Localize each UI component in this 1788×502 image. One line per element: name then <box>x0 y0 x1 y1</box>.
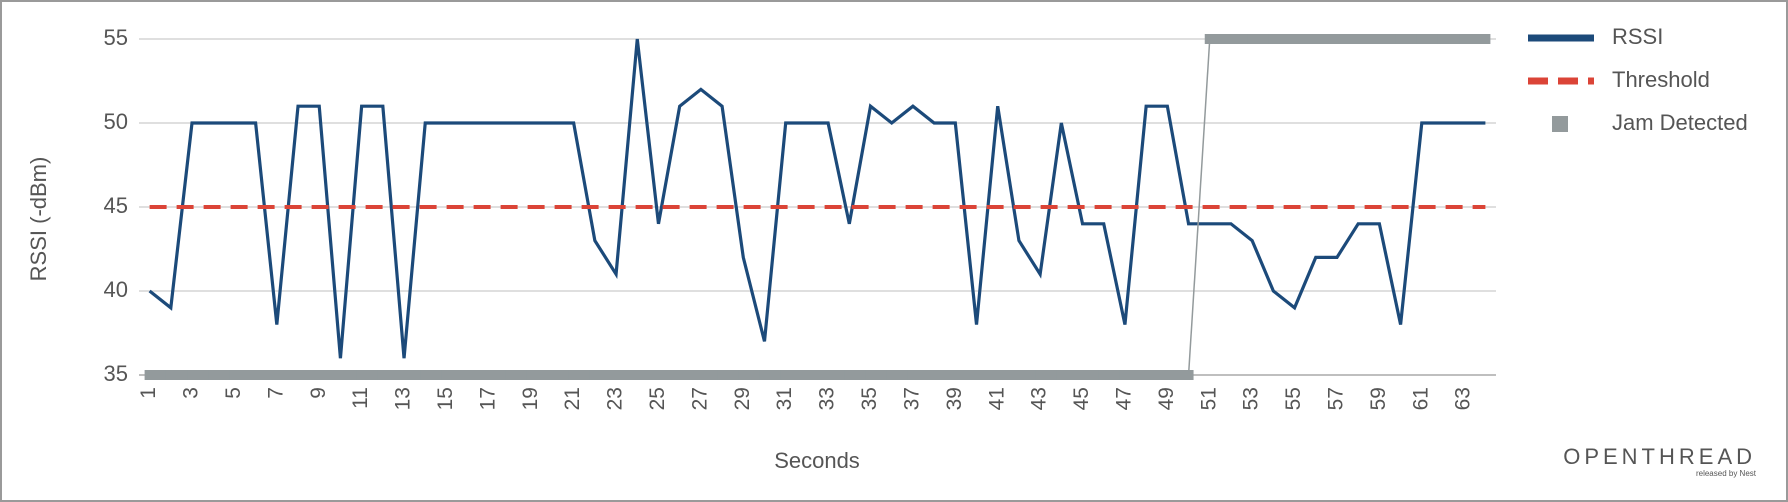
x-tick-label: 33 <box>816 387 839 410</box>
x-tick-label: 9 <box>307 387 330 399</box>
x-tick-label: 7 <box>264 387 287 399</box>
legend-label: Threshold <box>1612 67 1710 92</box>
x-tick-label: 39 <box>943 387 966 410</box>
x-tick-label: 23 <box>604 387 627 410</box>
x-tick-label: 11 <box>349 387 372 409</box>
x-tick-label: 61 <box>1409 387 1432 410</box>
x-tick-label: 29 <box>731 387 754 410</box>
legend-swatch <box>1552 116 1568 132</box>
x-tick-label: 21 <box>561 387 584 410</box>
y-tick-label: 40 <box>104 277 128 302</box>
legend-label: Jam Detected <box>1612 110 1748 135</box>
x-tick-label: 51 <box>1197 387 1220 410</box>
x-tick-label: 49 <box>1155 387 1178 410</box>
legend-label: RSSI <box>1612 24 1663 49</box>
x-tick-label: 35 <box>858 387 881 410</box>
x-axis-title: Seconds <box>774 448 860 473</box>
jam-segment <box>1187 38 1211 376</box>
y-axis-title: RSSI (-dBm) <box>26 157 51 282</box>
x-tick-label: 55 <box>1282 387 1305 410</box>
y-tick-label: 50 <box>104 109 128 134</box>
x-tick-label: 47 <box>1112 387 1135 410</box>
y-tick-label: 55 <box>104 25 128 50</box>
x-tick-label: 19 <box>519 387 542 410</box>
x-tick-label: 63 <box>1452 387 1475 410</box>
x-tick-label: 1 <box>137 387 160 399</box>
x-tick-label: 53 <box>1240 387 1263 410</box>
x-tick-label: 17 <box>476 387 499 410</box>
x-tick-label: 13 <box>392 387 415 410</box>
x-tick-label: 3 <box>180 387 203 399</box>
x-tick-label: 37 <box>900 387 923 410</box>
x-tick-label: 45 <box>1070 387 1093 410</box>
x-tick-label: 5 <box>222 387 245 399</box>
x-tick-label: 15 <box>434 387 457 410</box>
y-tick-label: 35 <box>104 361 128 386</box>
x-tick-label: 27 <box>688 387 711 410</box>
logo-tagline: released by Nest <box>1696 469 1757 478</box>
rssi-line <box>148 38 1486 359</box>
x-tick-label: 57 <box>1325 387 1348 410</box>
x-tick-label: 43 <box>1028 387 1051 410</box>
logo: OPENTHREAD <box>1563 444 1756 469</box>
x-tick-label: 41 <box>985 387 1008 410</box>
y-tick-label: 45 <box>104 193 128 218</box>
x-tick-label: 31 <box>773 387 796 410</box>
x-tick-label: 25 <box>646 387 669 410</box>
x-tick-label: 59 <box>1367 387 1390 410</box>
